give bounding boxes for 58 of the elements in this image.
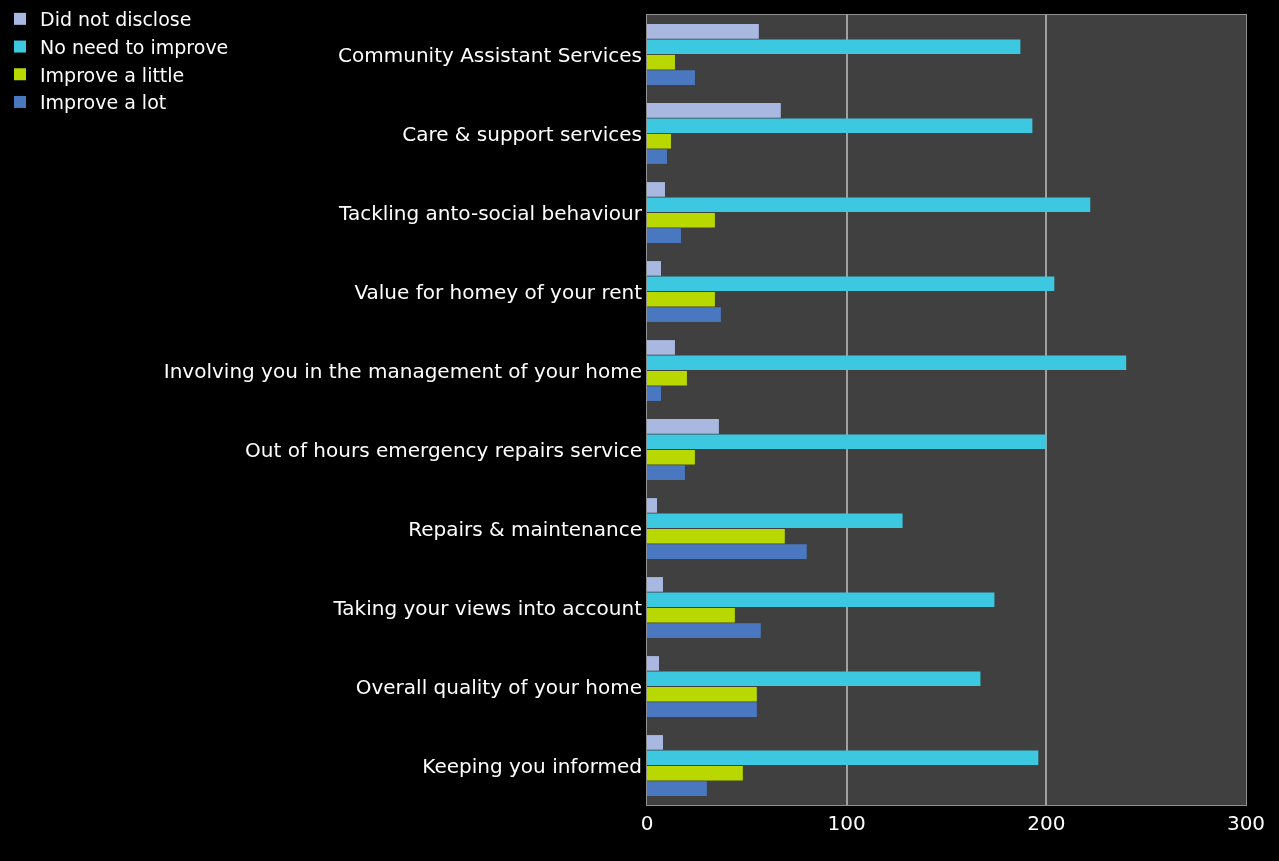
x-tick-label: 300 xyxy=(1226,811,1266,835)
y-tick-label: Community Assistant Services xyxy=(338,42,642,67)
bar xyxy=(647,355,1127,371)
bar xyxy=(647,735,663,750)
bar xyxy=(647,607,735,623)
bar xyxy=(647,276,1055,292)
bar xyxy=(647,671,981,687)
bar xyxy=(647,434,1047,450)
legend-label: Improve a lot xyxy=(40,91,167,114)
bar xyxy=(647,386,661,401)
bar xyxy=(647,592,995,608)
legend-label: Did not disclose xyxy=(40,8,192,31)
bar xyxy=(647,291,715,307)
y-tick-label: Tackling anto-social behaviour xyxy=(337,200,643,225)
bar xyxy=(647,133,671,149)
bar xyxy=(647,449,695,465)
bar xyxy=(647,261,661,276)
bar xyxy=(647,528,785,544)
bar xyxy=(647,623,761,638)
bar xyxy=(647,765,743,781)
bar xyxy=(647,182,665,197)
x-tick-label: 100 xyxy=(827,811,866,835)
bar xyxy=(647,513,903,529)
bar xyxy=(647,212,715,228)
x-tick-label: 200 xyxy=(1027,811,1066,835)
bar xyxy=(647,781,707,796)
bar xyxy=(647,498,657,513)
bar xyxy=(647,577,663,592)
y-tick-label: Overall quality of your home xyxy=(355,674,642,699)
y-tick-label: Out of hours emergency repairs service xyxy=(245,437,642,462)
x-tick-label: 0 xyxy=(640,811,654,835)
bar xyxy=(647,419,719,434)
y-tick-label: Value for homey of your rent xyxy=(354,279,643,304)
bar xyxy=(647,544,807,559)
bar xyxy=(647,656,659,671)
y-tick-label: Care & support services xyxy=(402,121,642,146)
legend-label: Improve a little xyxy=(40,63,185,86)
bar xyxy=(647,702,757,717)
bar xyxy=(647,118,1033,134)
y-tick-label: Involving you in the management of your home xyxy=(163,358,642,383)
bar xyxy=(647,307,721,322)
bar xyxy=(647,750,1039,766)
bar xyxy=(647,24,759,39)
bar xyxy=(647,103,781,118)
bar xyxy=(647,70,695,85)
y-tick-label: Repairs & maintenance xyxy=(408,516,642,541)
bar xyxy=(647,686,757,702)
y-tick-label: Keeping you informed xyxy=(422,753,642,778)
bar xyxy=(647,149,667,164)
bar xyxy=(647,228,681,243)
bar xyxy=(647,465,685,480)
bar xyxy=(647,54,675,70)
bar xyxy=(647,370,687,386)
legend-label: No need to improve xyxy=(40,35,229,58)
bar xyxy=(647,39,1021,55)
bar xyxy=(647,197,1091,213)
bar xyxy=(647,340,675,355)
y-tick-label: Taking your views into account xyxy=(332,595,643,620)
